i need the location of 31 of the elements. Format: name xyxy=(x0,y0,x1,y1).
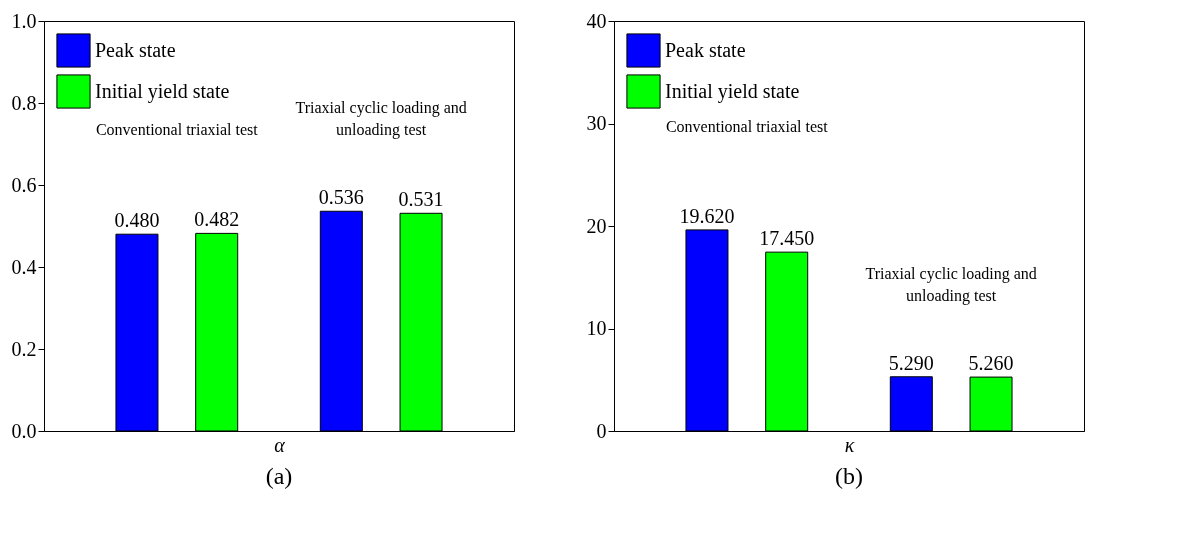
y-tick-label: 30 xyxy=(586,112,607,134)
data-label: 0.531 xyxy=(398,188,444,211)
y-tick-label: 0.8 xyxy=(11,91,37,114)
data-label: 0.536 xyxy=(318,186,364,209)
y-tick-label: 20 xyxy=(586,214,607,237)
y-tick-label: 0.0 xyxy=(11,419,37,442)
y-tick-label: 10 xyxy=(586,317,607,339)
data-label: 5.260 xyxy=(968,352,1014,375)
legend-label: Peak state xyxy=(665,38,746,61)
text: (a) xyxy=(265,463,293,489)
data-label: 0.480 xyxy=(114,209,160,232)
y-tick-label: 0.4 xyxy=(11,255,37,278)
data-label: 17.450 xyxy=(759,227,815,250)
y-tick-label: 0.2 xyxy=(11,337,37,360)
annotation: Conventional triaxial test xyxy=(665,117,829,135)
x-axis-title: κ xyxy=(844,433,855,456)
data-label: 19.620 xyxy=(679,204,735,227)
annotation: Conventional triaxial test xyxy=(95,121,259,139)
x-axis-title: α xyxy=(274,433,286,456)
y-tick-label: 40 xyxy=(586,9,607,32)
legend-label: Peak state xyxy=(95,38,176,61)
legend-label: Initial yield state xyxy=(95,79,230,103)
data-label: 5.290 xyxy=(888,351,934,374)
y-tick-label: 0 xyxy=(596,419,607,442)
data-label: 0.482 xyxy=(194,208,240,231)
annotation: Triaxial cyclic loading and unloading test xyxy=(295,99,467,140)
legend-label: Initial yield state xyxy=(665,79,800,103)
text: (b) xyxy=(835,463,863,489)
y-tick-label: 0.6 xyxy=(11,173,37,196)
annotation: Triaxial cyclic loading and unloading test xyxy=(865,264,1037,305)
y-tick-label: 1.0 xyxy=(11,9,37,32)
